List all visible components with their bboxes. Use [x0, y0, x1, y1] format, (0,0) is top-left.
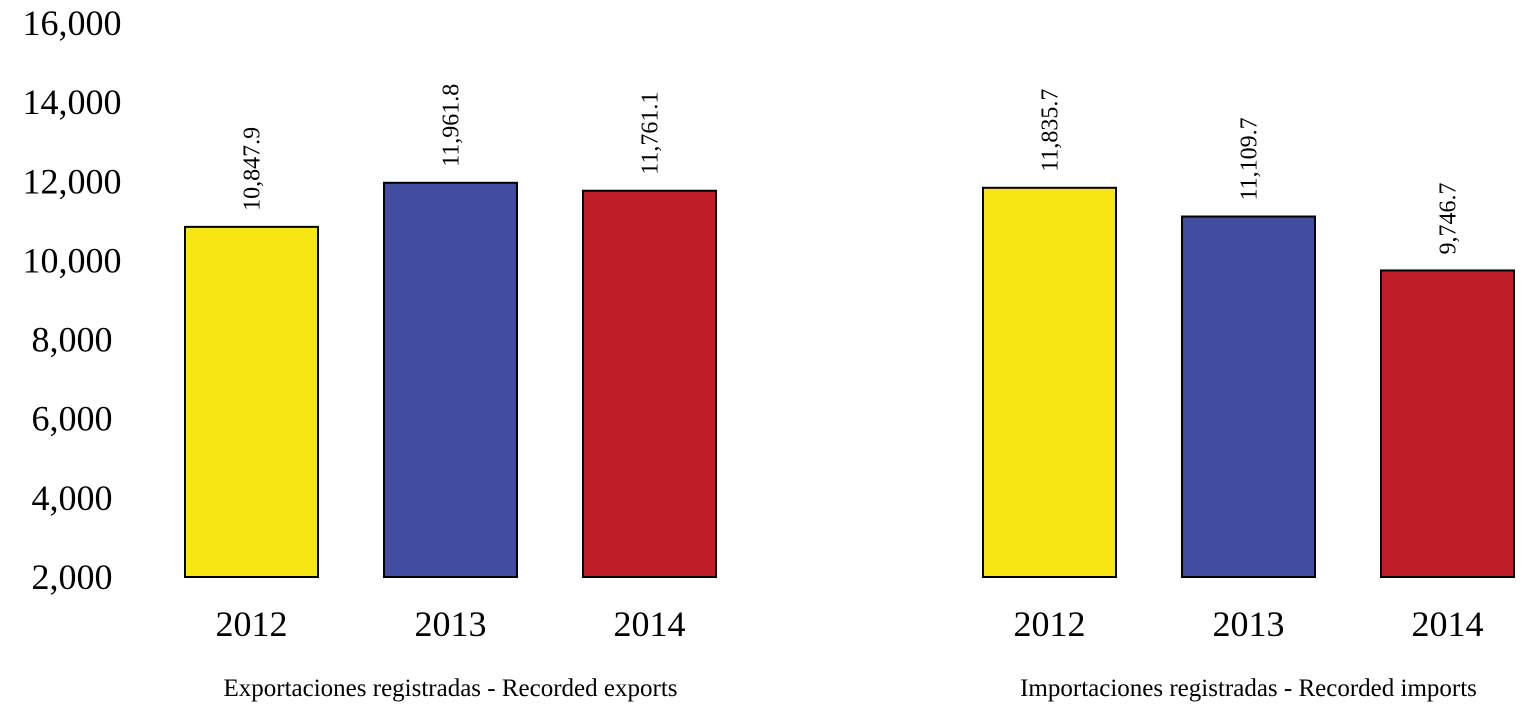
bar-group: 11,835.7 2012 11,109.7 2013 9,746.7 2014 Impor…: [982, 89, 1515, 702]
bar-2013: [383, 181, 518, 579]
bar-2012: [982, 186, 1117, 578]
data-label: 11,835.7: [1038, 89, 1064, 172]
bar-2012: [184, 225, 319, 579]
x-tick-label: 2013: [415, 604, 487, 644]
bar-2014: [1380, 269, 1515, 578]
bar-2014: [582, 189, 717, 579]
data-label: 11,109.7: [1237, 117, 1263, 200]
x-tick-label: 2013: [1213, 604, 1285, 644]
y-tick-label: 16,000: [23, 3, 122, 43]
bar-group: 10,847.9 2012 11,961.8 2013 11,761.1 2014 Expo…: [184, 84, 717, 702]
data-label: 11,761.1: [638, 92, 664, 175]
data-label: 9,746.7: [1436, 182, 1462, 254]
y-axis: 2,000 4,000 6,000 8,000 10,000 12,000 14,000 16…: [23, 3, 122, 597]
x-tick-label: 2014: [1412, 604, 1484, 644]
y-tick-label: 2,000: [32, 557, 113, 597]
data-label: 10,847.9: [240, 127, 266, 211]
bar-2013: [1181, 215, 1316, 579]
group-title: Exportaciones registradas - Recorded exp…: [223, 675, 677, 702]
y-tick-label: 10,000: [23, 240, 122, 280]
y-tick-label: 6,000: [32, 399, 113, 439]
x-tick-label: 2012: [1014, 604, 1086, 644]
y-tick-label: 14,000: [23, 82, 122, 122]
x-tick-label: 2014: [614, 604, 686, 644]
x-tick-label: 2012: [216, 604, 288, 644]
y-tick-label: 8,000: [32, 320, 113, 360]
data-label: 11,961.8: [439, 84, 465, 167]
bar-groups: 10,847.9 2012 11,961.8 2013 11,761.1 2014 Expo…: [184, 84, 1515, 702]
group-title: Importaciones registradas - Recorded imp…: [1020, 675, 1477, 702]
y-tick-label: 12,000: [23, 161, 122, 201]
y-tick-label: 4,000: [32, 478, 113, 518]
